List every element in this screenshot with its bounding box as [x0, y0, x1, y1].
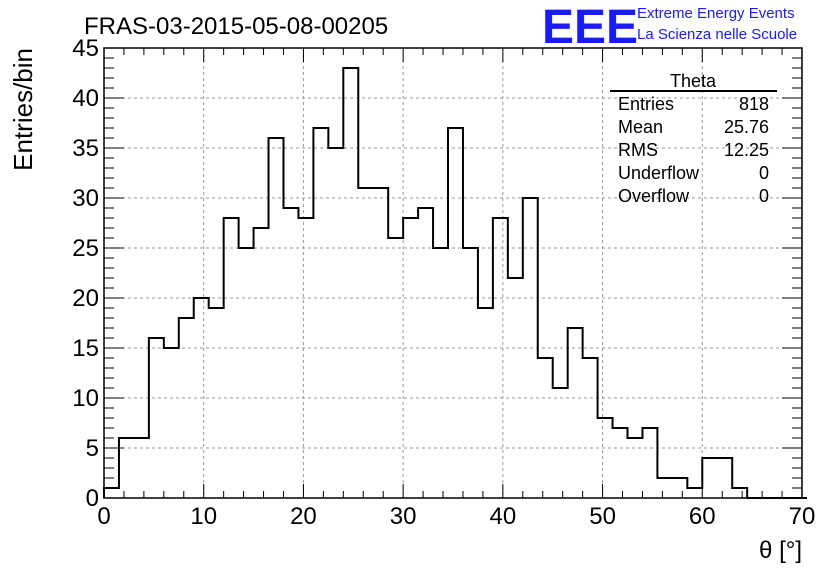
y-tick-label: 15: [72, 335, 99, 362]
y-tick-label: 40: [72, 85, 99, 112]
logo-line2: La Scienza nelle Scuole: [637, 26, 797, 43]
y-tick-label: 35: [72, 135, 99, 162]
y-tick-label: 25: [72, 235, 99, 262]
stats-row-value: 818: [739, 94, 769, 114]
y-tick-label: 0: [86, 485, 99, 512]
x-tick-label: 30: [390, 503, 417, 530]
x-tick-label: 40: [490, 503, 517, 530]
stats-row-label: Entries: [618, 94, 674, 114]
y-tick-labels: 0 5 10 15 20 25 30 35 40 45: [72, 35, 99, 512]
stats-row-label: Mean: [618, 117, 663, 137]
plot-frame: [103, 47, 803, 499]
y-tick-label: 20: [72, 285, 99, 312]
stats-row-label: RMS: [618, 140, 658, 160]
chart-title: FRAS-03-2015-05-08-00205: [84, 13, 388, 40]
stats-box: Theta Entries 818 Mean 25.76 RMS 12.25 Underfl…: [610, 71, 777, 206]
stats-row-label: Underflow: [618, 163, 700, 183]
x-tick-label: 60: [689, 503, 716, 530]
stats-title: Theta: [670, 71, 717, 91]
y-tick-label: 5: [86, 435, 99, 462]
stats-row-value: 25.76: [724, 117, 769, 137]
histogram-line: [103, 67, 807, 499]
stats-row-value: 0: [759, 163, 769, 183]
x-tick-labels: 0 10 20 30 40 50 60 70: [97, 503, 815, 530]
stats-row-label: Overflow: [618, 186, 690, 206]
logo-line1: Extreme Energy Events: [637, 5, 795, 22]
y-tick-label: 30: [72, 185, 99, 212]
y-axis-label: Entries/bin: [8, 48, 38, 171]
logo-letters: EEE: [542, 1, 638, 54]
x-tick-label: 50: [589, 503, 616, 530]
stats-row-value: 0: [759, 186, 769, 206]
stats-row-value: 12.25: [724, 140, 769, 160]
x-tick-label: 70: [789, 503, 816, 530]
grid-lines: [104, 48, 802, 498]
axis-ticks: [103, 47, 803, 499]
y-tick-label: 10: [72, 385, 99, 412]
x-tick-label: 20: [290, 503, 317, 530]
eee-logo: EEE Extreme Energy Events La Scienza nel…: [542, 1, 797, 54]
x-tick-label: 10: [190, 503, 217, 530]
x-tick-label: 0: [97, 503, 110, 530]
y-tick-label: 45: [72, 35, 99, 62]
x-axis-label: θ [°]: [759, 537, 802, 564]
